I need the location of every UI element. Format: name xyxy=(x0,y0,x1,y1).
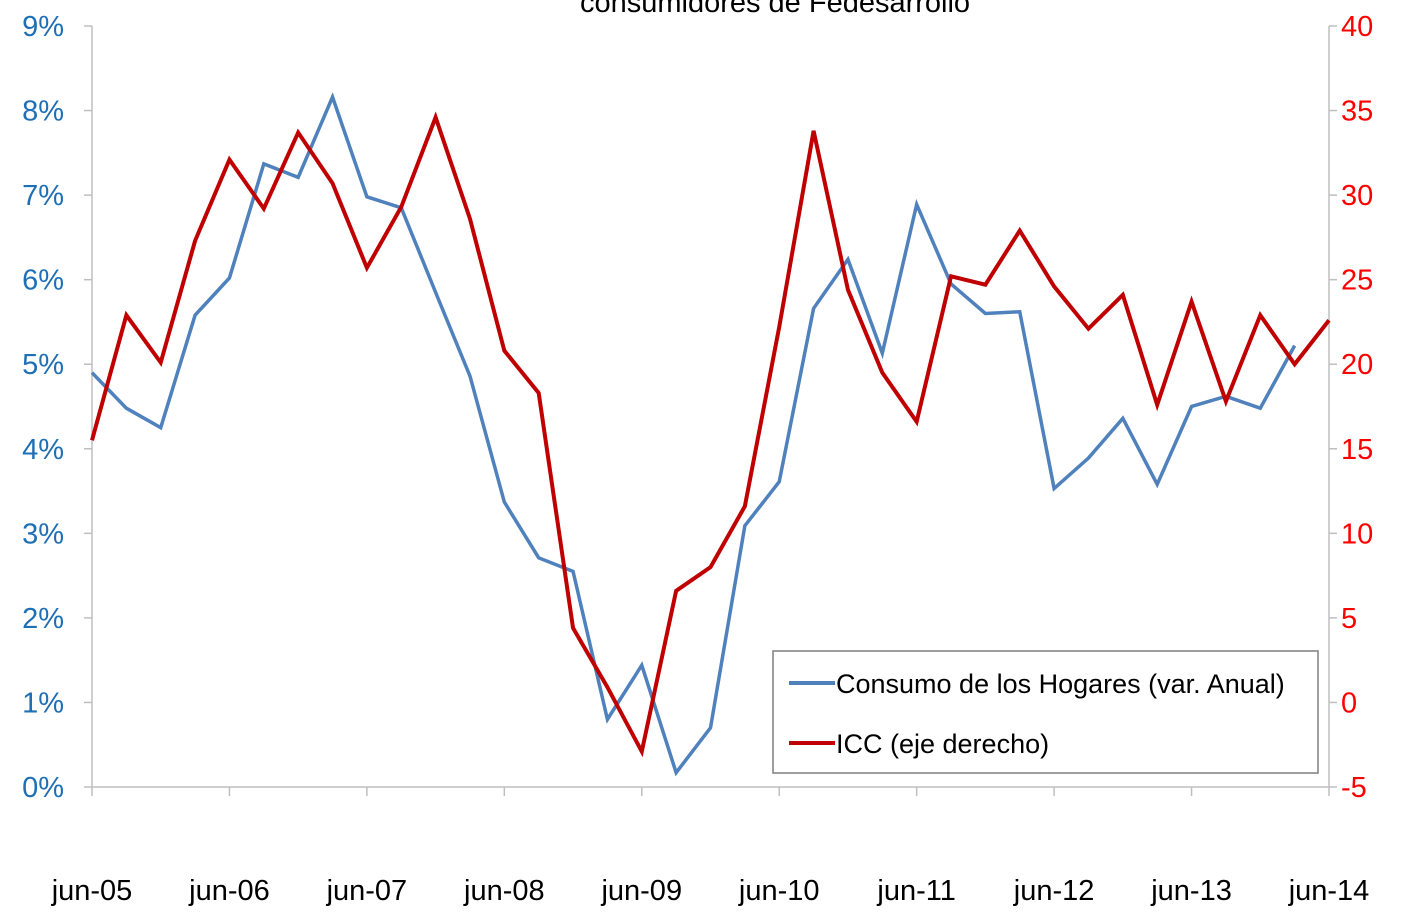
x-tick-label: jun-10 xyxy=(738,875,820,907)
x-tick-label: jun-11 xyxy=(876,875,955,907)
x-tick-label: jun-06 xyxy=(188,875,270,907)
x-tick-label: jun-07 xyxy=(326,875,408,907)
legend-label: Consumo de los Hogares (var. Anual) xyxy=(836,669,1285,699)
legend-box xyxy=(772,650,1319,774)
y2-tick-label: 0 xyxy=(1341,687,1357,719)
y-tick-label: 6% xyxy=(22,265,64,297)
y2-tick-label: 10 xyxy=(1341,518,1373,550)
y-tick-label: 2% xyxy=(22,603,64,635)
y-tick-label: 9% xyxy=(22,11,64,43)
y2-tick-label: 25 xyxy=(1341,265,1373,297)
series-line xyxy=(90,92,1297,777)
y2-tick-label: 40 xyxy=(1341,11,1373,43)
y2-tick-label: 15 xyxy=(1341,434,1373,466)
x-tick-label: jun-08 xyxy=(463,875,545,907)
x-tick-label: jun-13 xyxy=(1150,875,1232,907)
chart-title: consumidores de Fedesarrollo xyxy=(580,0,970,19)
y2-tick-label: 20 xyxy=(1341,349,1373,381)
y-tick-label: 8% xyxy=(22,96,64,128)
x-tick-label: jun-09 xyxy=(600,875,682,907)
y2-tick-label: 35 xyxy=(1341,96,1373,128)
y-tick-label: 5% xyxy=(22,349,64,381)
y-tick-label: 7% xyxy=(22,180,64,212)
y-tick-label: 3% xyxy=(22,518,64,550)
x-tick-label: jun-12 xyxy=(1013,875,1095,907)
y2-tick-label: 5 xyxy=(1341,603,1357,635)
x-tick-label: jun-05 xyxy=(51,875,133,907)
y-tick-label: 4% xyxy=(22,434,64,466)
x-tick-label: jun-14 xyxy=(1288,875,1370,907)
legend-label: ICC (eje derecho) xyxy=(836,729,1049,759)
series-line xyxy=(90,111,1331,758)
y-tick-label: 1% xyxy=(22,687,64,719)
y-tick-label: 0% xyxy=(22,772,64,804)
y2-tick-label: -5 xyxy=(1341,772,1367,804)
y2-tick-label: 30 xyxy=(1341,180,1373,212)
